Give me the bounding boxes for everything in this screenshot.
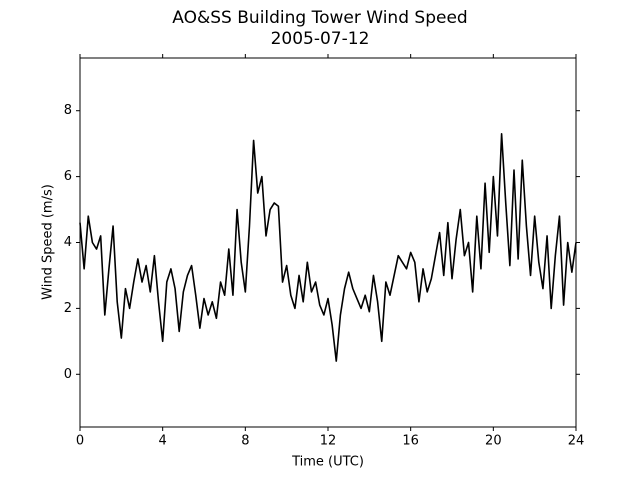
y-tick-label: 6 (64, 169, 72, 184)
y-axis-label: Wind Speed (m/s) (41, 184, 56, 300)
wind-speed-line (79, 132, 577, 362)
x-tick-label: 24 (568, 434, 585, 449)
x-axis-label: Time (UTC) (291, 455, 364, 470)
x-tick-label: 0 (76, 434, 84, 449)
y-tick-label: 4 (64, 235, 72, 250)
y-tick-label: 2 (64, 301, 72, 316)
chart-title: AO&SS Building Tower Wind Speed (172, 8, 467, 28)
x-tick-label: 8 (241, 434, 249, 449)
x-tick-label: 20 (485, 434, 502, 449)
chart-subtitle: 2005-07-12 (271, 29, 370, 49)
x-tick-label: 4 (159, 434, 167, 449)
y-tick-label: 0 (64, 367, 72, 382)
y-tick-label: 8 (64, 103, 72, 118)
plot-frame (79, 57, 577, 428)
x-tick-label: 12 (320, 434, 337, 449)
x-tick-label: 16 (402, 434, 419, 449)
